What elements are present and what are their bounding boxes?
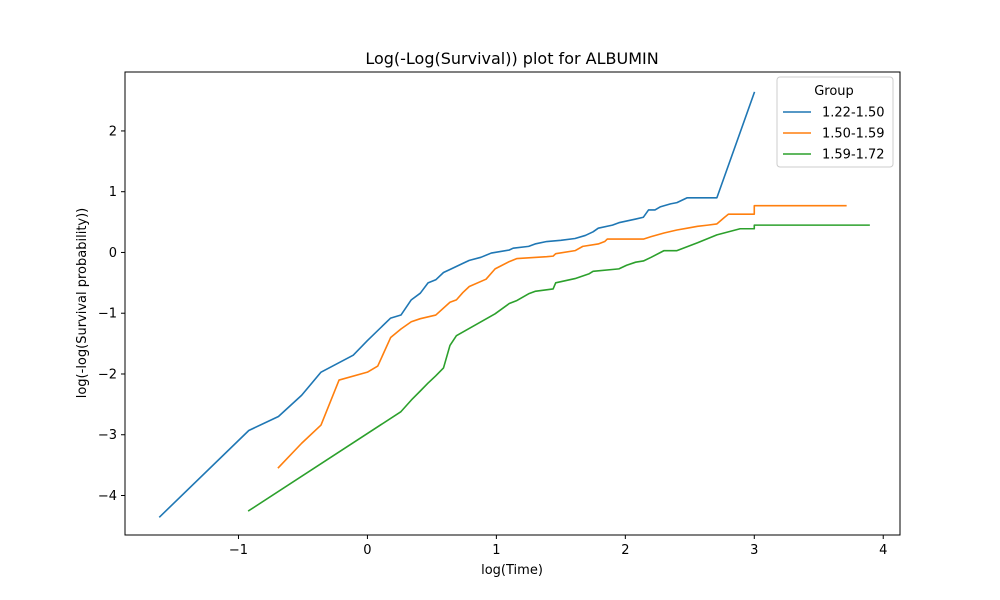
legend-label-3: 1.59-1.72 xyxy=(822,148,885,163)
x-tick-label: 2 xyxy=(621,543,629,558)
legend-title: Group xyxy=(814,84,854,99)
y-axis-label: log(-log(Survival probability)) xyxy=(75,208,90,399)
axes-frame xyxy=(124,71,901,536)
legend-label-1: 1.22-1.50 xyxy=(822,106,885,121)
chart-title: Log(-Log(Survival)) plot for ALBUMIN xyxy=(365,49,658,68)
series-line-2 xyxy=(277,204,847,469)
x-axis-label: log(Time) xyxy=(481,563,543,578)
series-line-1 xyxy=(158,91,756,518)
series-layer xyxy=(158,91,870,518)
y-tick-label: 1 xyxy=(109,185,117,200)
legend-label-2: 1.50-1.59 xyxy=(822,127,885,142)
y-tick-label: 2 xyxy=(109,124,117,139)
y-tick-label: −2 xyxy=(98,367,117,382)
legend-entries: 1.22-1.50 1.50-1.59 1.59-1.72 xyxy=(783,106,885,163)
y-tick-label: 0 xyxy=(109,246,117,261)
y-tick-label: −3 xyxy=(98,428,117,443)
legend: Group 1.22-1.50 1.50-1.59 1.59-1.72 xyxy=(776,76,894,168)
y-tick-label: −4 xyxy=(98,489,117,504)
ticks-layer: −1 0 1 2 3 4 −4 −3 −2 −1 0 1 2 xyxy=(98,124,888,558)
legend-box xyxy=(776,76,894,168)
y-tick-label: −1 xyxy=(98,307,117,322)
series-line-3 xyxy=(247,224,870,512)
axes-layer xyxy=(124,71,901,536)
x-tick-label: 3 xyxy=(750,543,758,558)
x-tick-label: 1 xyxy=(492,543,500,558)
x-tick-label: 4 xyxy=(879,543,887,558)
x-tick-label: 0 xyxy=(363,543,371,558)
x-tick-label: −1 xyxy=(229,543,248,558)
